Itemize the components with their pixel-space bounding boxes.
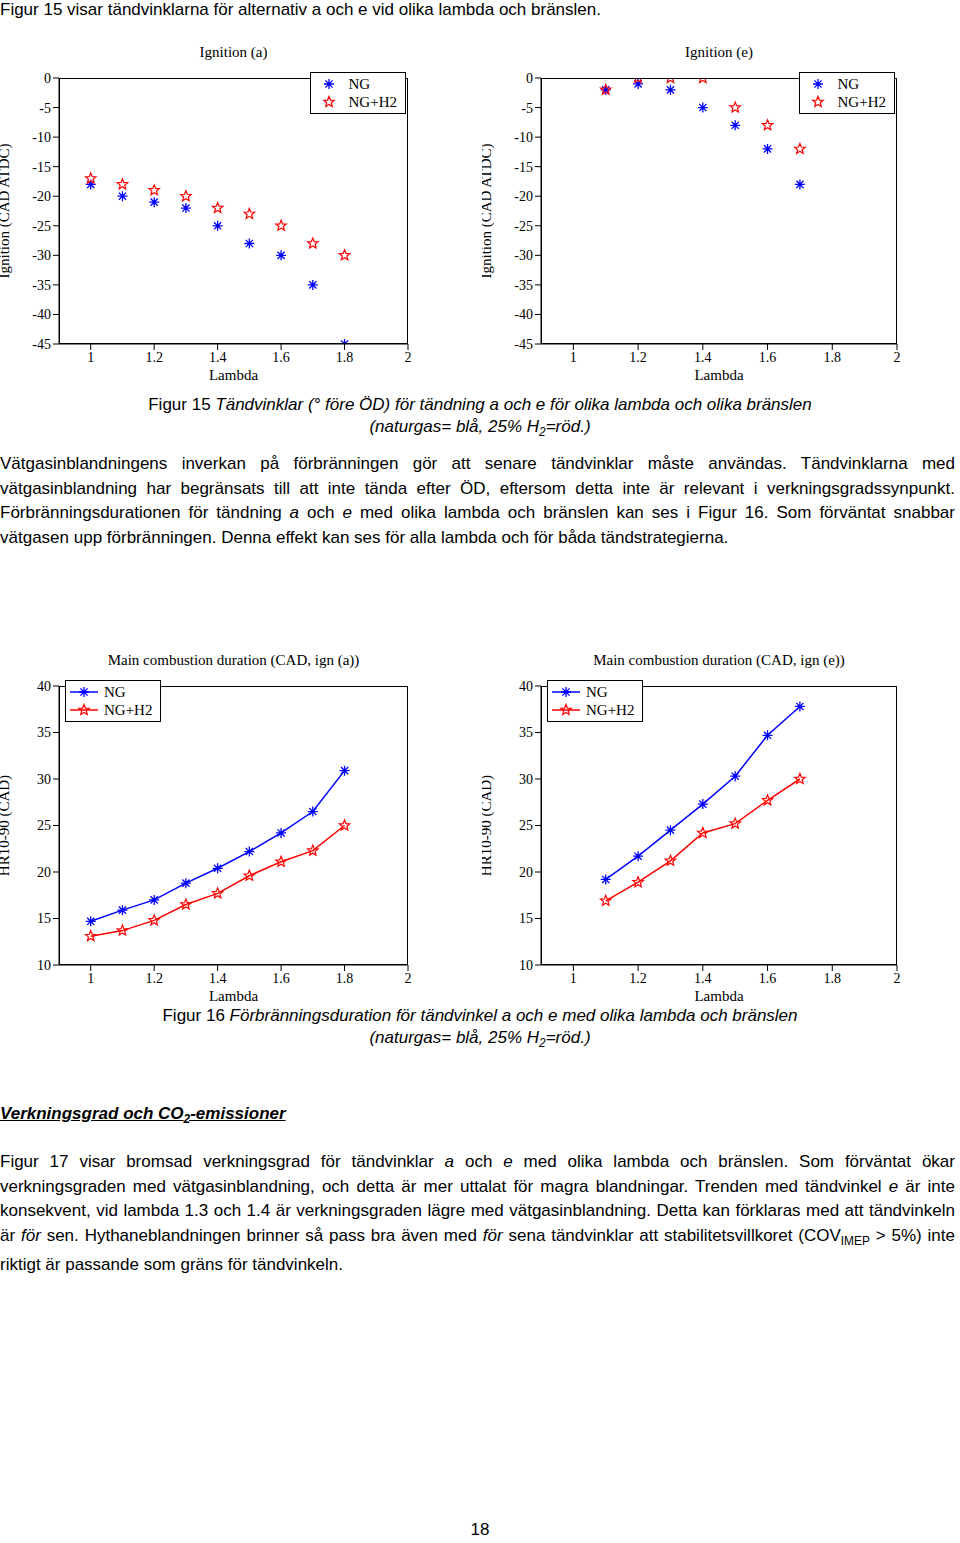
svg-text:1.4: 1.4 [209, 971, 227, 986]
svg-text:-15: -15 [514, 160, 533, 175]
svg-text:-20: -20 [514, 189, 533, 204]
html-text:Figur 15 Tändvinklar (° före Ö: Figur 15 Tändvinklar (° före ÖD) för tän… [148, 395, 812, 440]
svg-text:1.8: 1.8 [824, 971, 842, 986]
html-text:Figur 16 Förbränningsduration: Figur 16 Förbränningsduration för tändvi… [162, 1006, 798, 1051]
svg-text:40: 40 [519, 679, 533, 694]
svg-text:2: 2 [894, 971, 901, 986]
svg-text:2: 2 [894, 350, 901, 365]
html-text:Main combustion duration (CAD,: Main combustion duration (CAD, ign (a)) [107, 652, 360, 668]
svg-text:Lambda: Lambda [209, 367, 258, 380]
svg-text:Lambda: Lambda [694, 988, 743, 1001]
svg-text:1.4: 1.4 [209, 350, 227, 365]
svg-text:HR10-90 (CAD): HR10-90 (CAD) [8, 775, 13, 876]
svg-text:-5: -5 [39, 101, 51, 116]
html-text:NG: NG [586, 684, 608, 700]
svg-text:0: 0 [526, 71, 533, 86]
html-text:NG+H2: NG+H2 [837, 94, 886, 110]
svg-text:1: 1 [87, 971, 94, 986]
svg-text:-30: -30 [32, 248, 51, 263]
svg-text:HR10-90 (CAD): HR10-90 (CAD) [482, 775, 495, 876]
svg-text:Ignition (CAD ATDC): Ignition (CAD ATDC) [8, 143, 13, 278]
svg-text:2: 2 [405, 971, 412, 986]
svg-text:-40: -40 [32, 307, 51, 322]
svg-text:0: 0 [44, 71, 51, 86]
html-text:Vätgasinblandningens inverkan: Vätgasinblandningens inverkan på förbrän… [0, 454, 955, 547]
svg-text:1: 1 [570, 971, 577, 986]
svg-text:15: 15 [37, 911, 51, 926]
svg-text:-15: -15 [32, 160, 51, 175]
svg-text:1.6: 1.6 [272, 350, 290, 365]
svg-text:-20: -20 [32, 189, 51, 204]
html-text:NG: NG [348, 76, 371, 92]
svg-text:1: 1 [570, 350, 577, 365]
html-text:Verkningsgrad och CO2-emission: Verkningsgrad och CO2-emissioner [0, 1104, 286, 1127]
svg-text:Lambda: Lambda [209, 988, 258, 1001]
svg-text:10: 10 [519, 958, 533, 973]
svg-text:1.6: 1.6 [272, 971, 290, 986]
svg-text:-5: -5 [521, 101, 533, 116]
svg-text:1.4: 1.4 [694, 971, 712, 986]
svg-text:-40: -40 [514, 307, 533, 322]
svg-text:30: 30 [37, 772, 51, 787]
svg-text:1.8: 1.8 [336, 971, 354, 986]
svg-text:1.4: 1.4 [694, 350, 712, 365]
svg-text:15: 15 [519, 911, 533, 926]
svg-text:20: 20 [519, 865, 533, 880]
svg-text:25: 25 [37, 818, 51, 833]
html-text:Ignition (e): Ignition (e) [685, 44, 753, 60]
svg-text:35: 35 [519, 725, 533, 740]
svg-text:1.6: 1.6 [759, 350, 777, 365]
html-text:Main combustion duration (CAD,: Main combustion duration (CAD, ign (e)) [593, 652, 845, 668]
svg-text:1.2: 1.2 [145, 971, 163, 986]
svg-text:-35: -35 [514, 278, 533, 293]
html-text:NG: NG [104, 684, 126, 700]
html-text:NG: NG [837, 76, 860, 92]
svg-text:-25: -25 [514, 219, 533, 234]
html-text:Figur 15 visar tändvinklarna f: Figur 15 visar tändvinklarna för alterna… [0, 0, 601, 19]
html-text:NG+H2: NG+H2 [348, 94, 397, 110]
svg-text:1: 1 [87, 350, 94, 365]
svg-text:Ignition (CAD ATDC): Ignition (CAD ATDC) [482, 143, 495, 278]
svg-text:10: 10 [37, 958, 51, 973]
svg-text:-30: -30 [514, 248, 533, 263]
svg-text:1.2: 1.2 [145, 350, 163, 365]
svg-text:Lambda: Lambda [694, 367, 743, 380]
svg-text:-35: -35 [32, 278, 51, 293]
svg-text:-25: -25 [32, 219, 51, 234]
svg-text:-45: -45 [514, 337, 533, 352]
svg-text:1.2: 1.2 [629, 350, 647, 365]
svg-text:40: 40 [37, 679, 51, 694]
svg-text:25: 25 [519, 818, 533, 833]
svg-text:35: 35 [37, 725, 51, 740]
svg-text:1.6: 1.6 [759, 971, 777, 986]
svg-text:1.2: 1.2 [629, 971, 647, 986]
svg-text:20: 20 [37, 865, 51, 880]
html-text:NG+H2: NG+H2 [104, 702, 153, 718]
svg-text:1.8: 1.8 [824, 350, 842, 365]
svg-text:1.8: 1.8 [336, 350, 354, 365]
svg-text:30: 30 [519, 772, 533, 787]
html-text:Figur 17 visar bromsad verknin: Figur 17 visar bromsad verkningsgrad för… [0, 1152, 955, 1275]
html-text:18: 18 [470, 1520, 490, 1539]
svg-text:2: 2 [405, 350, 412, 365]
svg-text:-10: -10 [32, 130, 51, 145]
svg-text:-45: -45 [32, 337, 51, 352]
html-text:NG+H2: NG+H2 [586, 702, 635, 718]
svg-text:-10: -10 [514, 130, 533, 145]
html-text:Ignition (a): Ignition (a) [199, 44, 268, 60]
